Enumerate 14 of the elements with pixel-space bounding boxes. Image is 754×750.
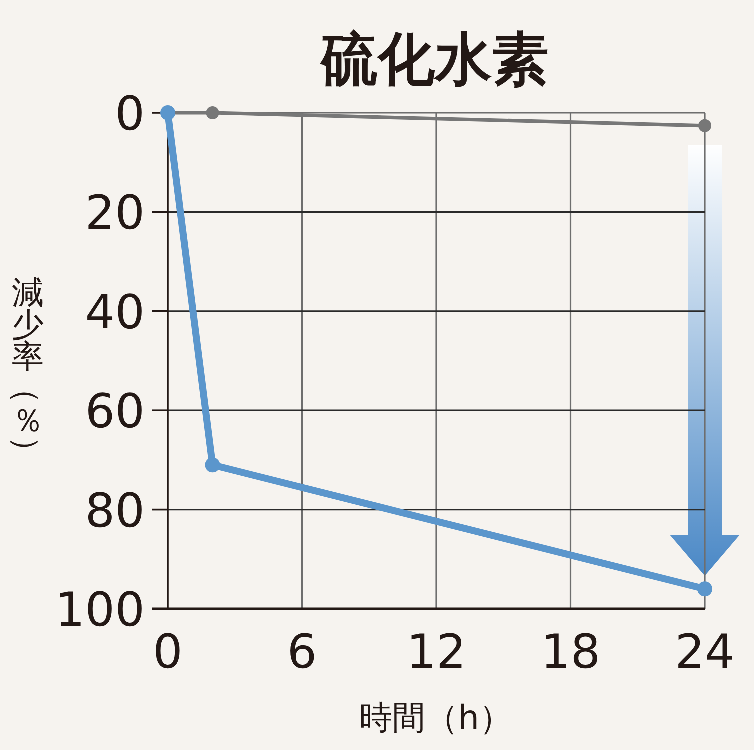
y-tick-label: 80	[85, 484, 145, 539]
chart-title: 硫化水素	[319, 27, 549, 93]
y-tick-label: 40	[85, 285, 145, 340]
x-tick-label: 6	[287, 625, 318, 680]
y-tick-label: 20	[85, 186, 145, 242]
y-tick-label: 0	[115, 87, 145, 142]
x-tick-label: 12	[406, 625, 466, 680]
x-tick-label: 18	[540, 625, 601, 680]
y-axis-title: 減少率（％）	[8, 274, 46, 468]
y-tick-label: 60	[85, 384, 145, 440]
x-tick-label: 0	[153, 625, 183, 680]
y-tick-label: 100	[55, 583, 145, 638]
x-tick-label: 24	[675, 625, 735, 680]
x-axis-title: 時間（h）	[360, 698, 512, 737]
